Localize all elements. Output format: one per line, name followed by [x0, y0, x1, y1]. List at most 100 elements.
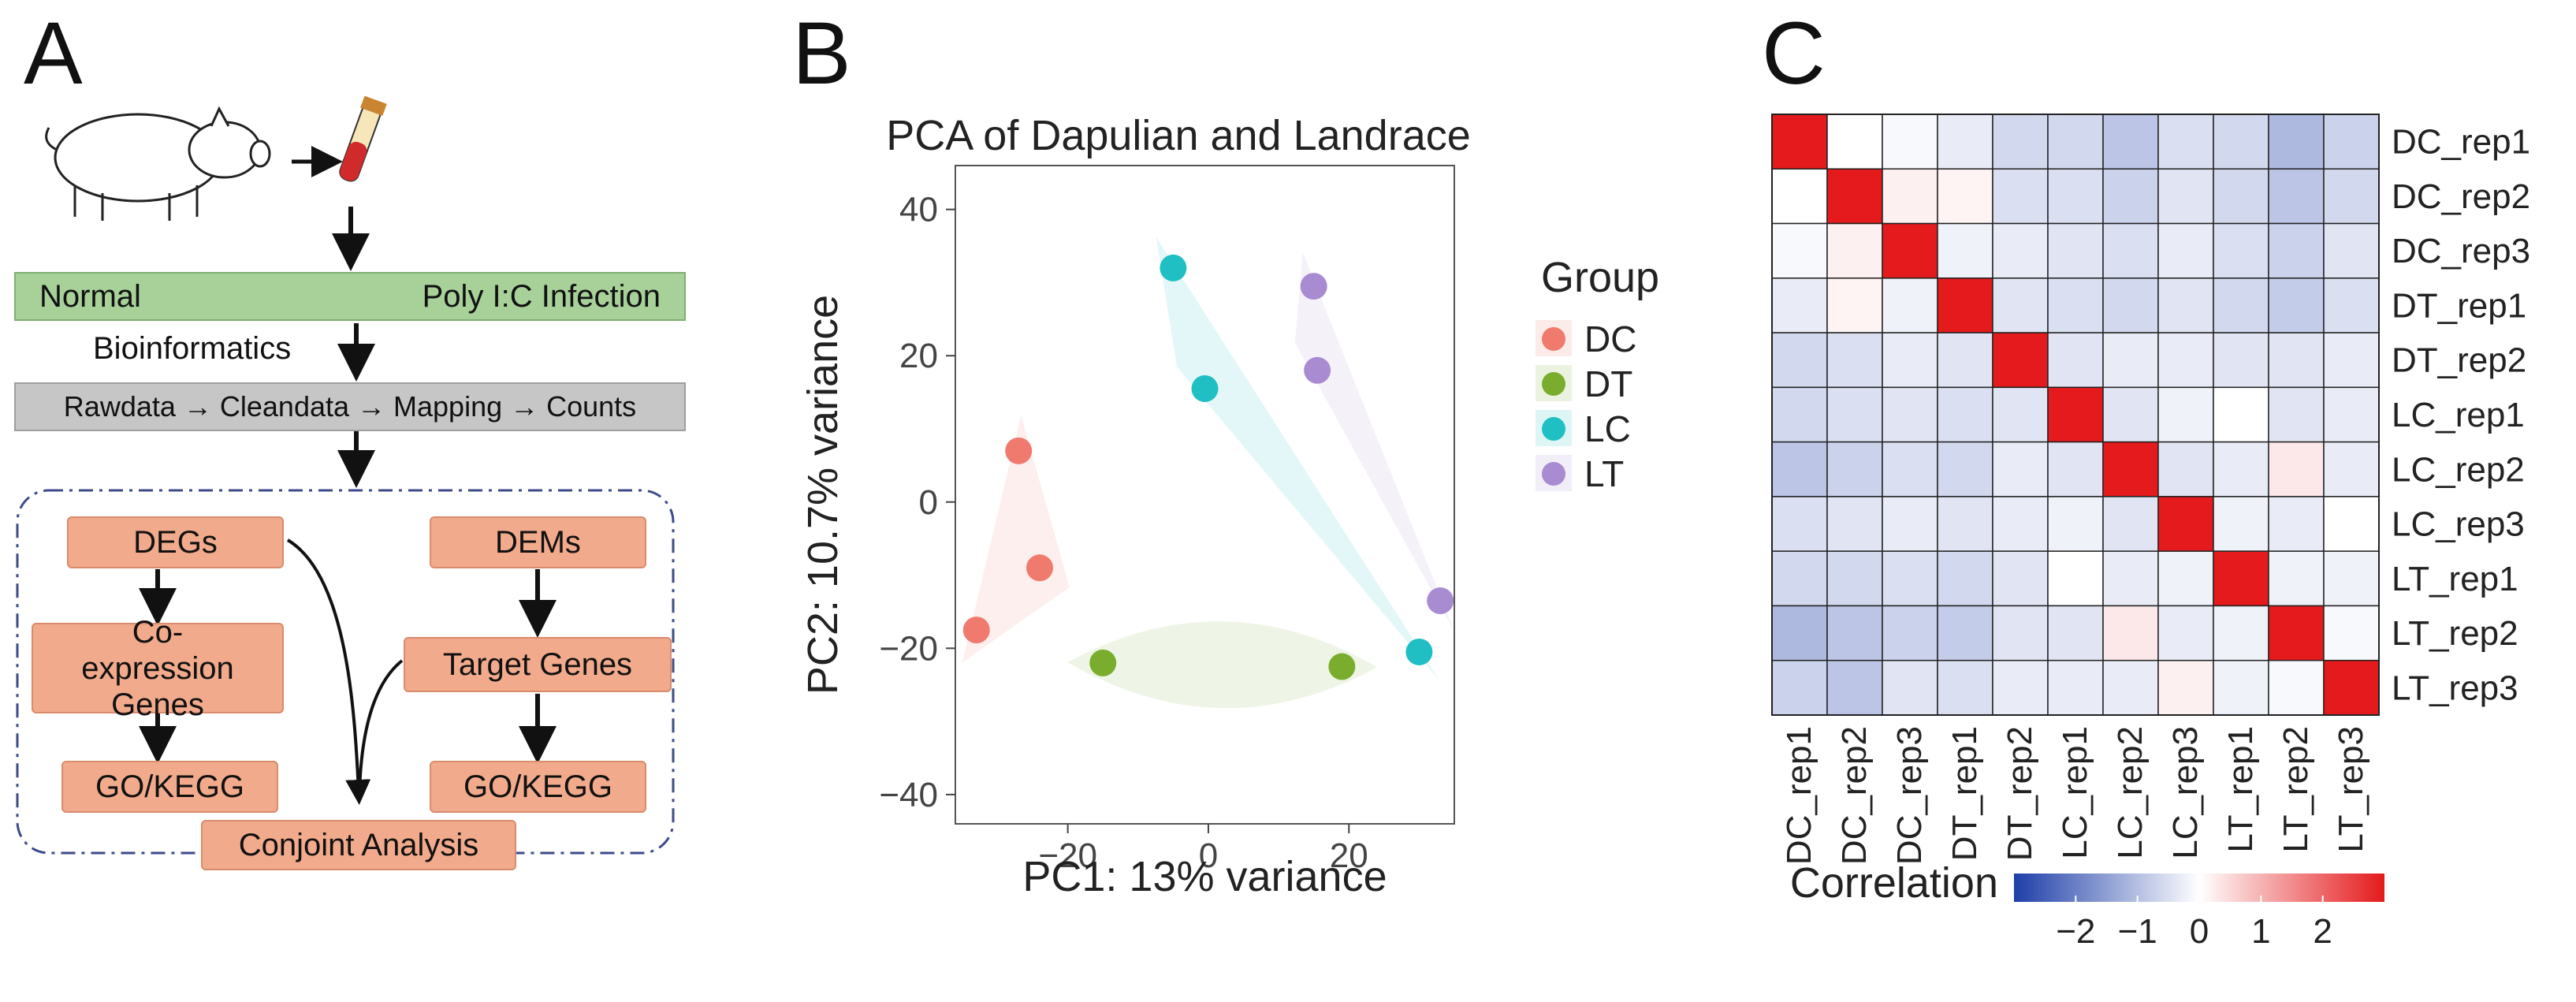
- heatmap-cell: [1937, 222, 1993, 279]
- heatmap-cell: [2102, 278, 2159, 333]
- heatmap-cell: [2213, 332, 2269, 389]
- heatmap-cell: [1992, 114, 2049, 170]
- y-axis-label: PC2: 10.7% variance: [799, 295, 847, 695]
- y-tick-label: 0: [919, 483, 938, 522]
- col-label: LC_rep3: [2166, 726, 2205, 859]
- heatmap-cell: [1826, 659, 1883, 716]
- legend-label-dc: DC: [1584, 318, 1636, 359]
- legend-marker-dt: [1542, 372, 1565, 396]
- heatmap-cell: [1826, 168, 1883, 225]
- y-tick-label: −20: [879, 629, 938, 668]
- heatmap-cell: [2157, 386, 2214, 443]
- heatmap-cell: [2213, 441, 2269, 497]
- heatmap-cell: [2102, 114, 2159, 170]
- heatmap-cell: [1771, 441, 1828, 497]
- plot-frame: [955, 165, 1455, 825]
- heatmap-cell: [2157, 332, 2214, 389]
- heatmap-cell: [1771, 114, 1828, 170]
- point-lc: [1160, 254, 1187, 281]
- heatmap-cell: [2268, 550, 2325, 607]
- heatmap-cell: [1882, 550, 1938, 607]
- heatmap-cell: [1937, 114, 1993, 170]
- heatmap-cell: [1771, 550, 1828, 607]
- heatmap-cell: [1992, 278, 2049, 333]
- heatmap-cell: [2323, 386, 2380, 443]
- heatmap-cell: [2047, 659, 2104, 716]
- curve-arrow-icon: [286, 538, 371, 805]
- legend-label-lt: LT: [1584, 453, 1624, 494]
- x-tick-label: 0: [1199, 836, 1218, 875]
- go-kegg-right-box: GO/KEGG: [430, 761, 646, 813]
- point-dt: [1328, 653, 1356, 680]
- heatmap-cell: [1937, 496, 1993, 552]
- hull-dt: [1067, 621, 1378, 709]
- heatmap-cell: [1771, 168, 1828, 225]
- legend-title: Group: [1541, 254, 1659, 301]
- col-label: LT_rep1: [2221, 726, 2260, 853]
- x-tick-label: −20: [1038, 836, 1097, 875]
- row-label: LC_rep2: [2392, 450, 2525, 489]
- heatmap-cell: [2047, 386, 2104, 443]
- row-label: DT_rep2: [2392, 341, 2526, 380]
- heatmap-cell: [2323, 659, 2380, 716]
- heatmap-cell: [2268, 222, 2325, 279]
- heatmap-cell: [1937, 278, 1993, 333]
- heatmap-cell: [2157, 168, 2214, 225]
- heatmap-cell: [1882, 114, 1938, 170]
- heatmap-cell: [1882, 332, 1938, 389]
- row-label: DC_rep2: [2392, 177, 2530, 216]
- heatmap-cell: [1882, 278, 1938, 333]
- heatmap-cell: [1992, 386, 2049, 443]
- heatmap-cell: [2213, 114, 2269, 170]
- heatmap-cell: [1882, 659, 1938, 716]
- heatmap-cell: [2323, 168, 2380, 225]
- heatmap-cell: [2323, 222, 2380, 279]
- heatmap-cell: [1882, 222, 1938, 279]
- conjoint-analysis-box: Conjoint Analysis: [201, 820, 516, 870]
- heatmap-cell: [2213, 496, 2269, 552]
- col-label: LT_rep2: [2276, 726, 2315, 853]
- col-label: LC_rep2: [2111, 726, 2150, 859]
- row-label: LT_rep1: [2392, 560, 2518, 598]
- condition-normal: Normal: [39, 278, 141, 314]
- col-label: DC_rep1: [1780, 726, 1818, 865]
- point-lt: [1427, 587, 1454, 615]
- row-label: LC_rep3: [2392, 505, 2525, 544]
- dems-box: DEMs: [430, 516, 646, 568]
- x-tick-label: 20: [1330, 836, 1368, 875]
- heatmap-cell: [1826, 332, 1883, 389]
- heatmap-cell: [1992, 659, 2049, 716]
- col-label: DC_rep2: [1835, 726, 1874, 865]
- heatmap-cell: [2102, 441, 2159, 497]
- heatmap-cell: [1937, 441, 1993, 497]
- heatmap-cell: [1826, 278, 1883, 333]
- analysis-region: [16, 489, 675, 855]
- heatmap-cell: [1937, 659, 1993, 716]
- point-lt: [1300, 273, 1327, 300]
- heatmap-cell: [2323, 496, 2380, 552]
- heatmap-cell: [1771, 386, 1828, 443]
- heatmap-cell: [1992, 222, 2049, 279]
- heatmap-cell: [2213, 222, 2269, 279]
- heatmap-cell: [2268, 332, 2325, 389]
- legend-label-lc: LC: [1584, 408, 1631, 449]
- heatmap-cell: [2213, 605, 2269, 661]
- row-label: LT_rep2: [2392, 614, 2518, 653]
- heatmap-cell: [2047, 441, 2104, 497]
- row-label: DT_rep1: [2392, 286, 2526, 325]
- y-tick-label: 20: [899, 337, 938, 375]
- heatmap-cell: [2323, 278, 2380, 333]
- heatmap-cell: [1826, 496, 1883, 552]
- col-label: LT_rep3: [2332, 726, 2370, 853]
- heatmap-frame: [1771, 114, 2380, 716]
- heatmap-cell: [1771, 496, 1828, 552]
- target-genes-box: Target Genes: [404, 637, 672, 692]
- heatmap-cell: [1882, 386, 1938, 443]
- row-label: DC_rep3: [2392, 232, 2530, 270]
- heatmap-cell: [2213, 278, 2269, 333]
- degs-box: DEGs: [67, 516, 284, 568]
- point-lc: [1191, 374, 1219, 402]
- heatmap-cell: [1882, 496, 1938, 552]
- colorbar-tick-label: 0: [2190, 912, 2209, 951]
- blood-tube-icon: [339, 95, 387, 182]
